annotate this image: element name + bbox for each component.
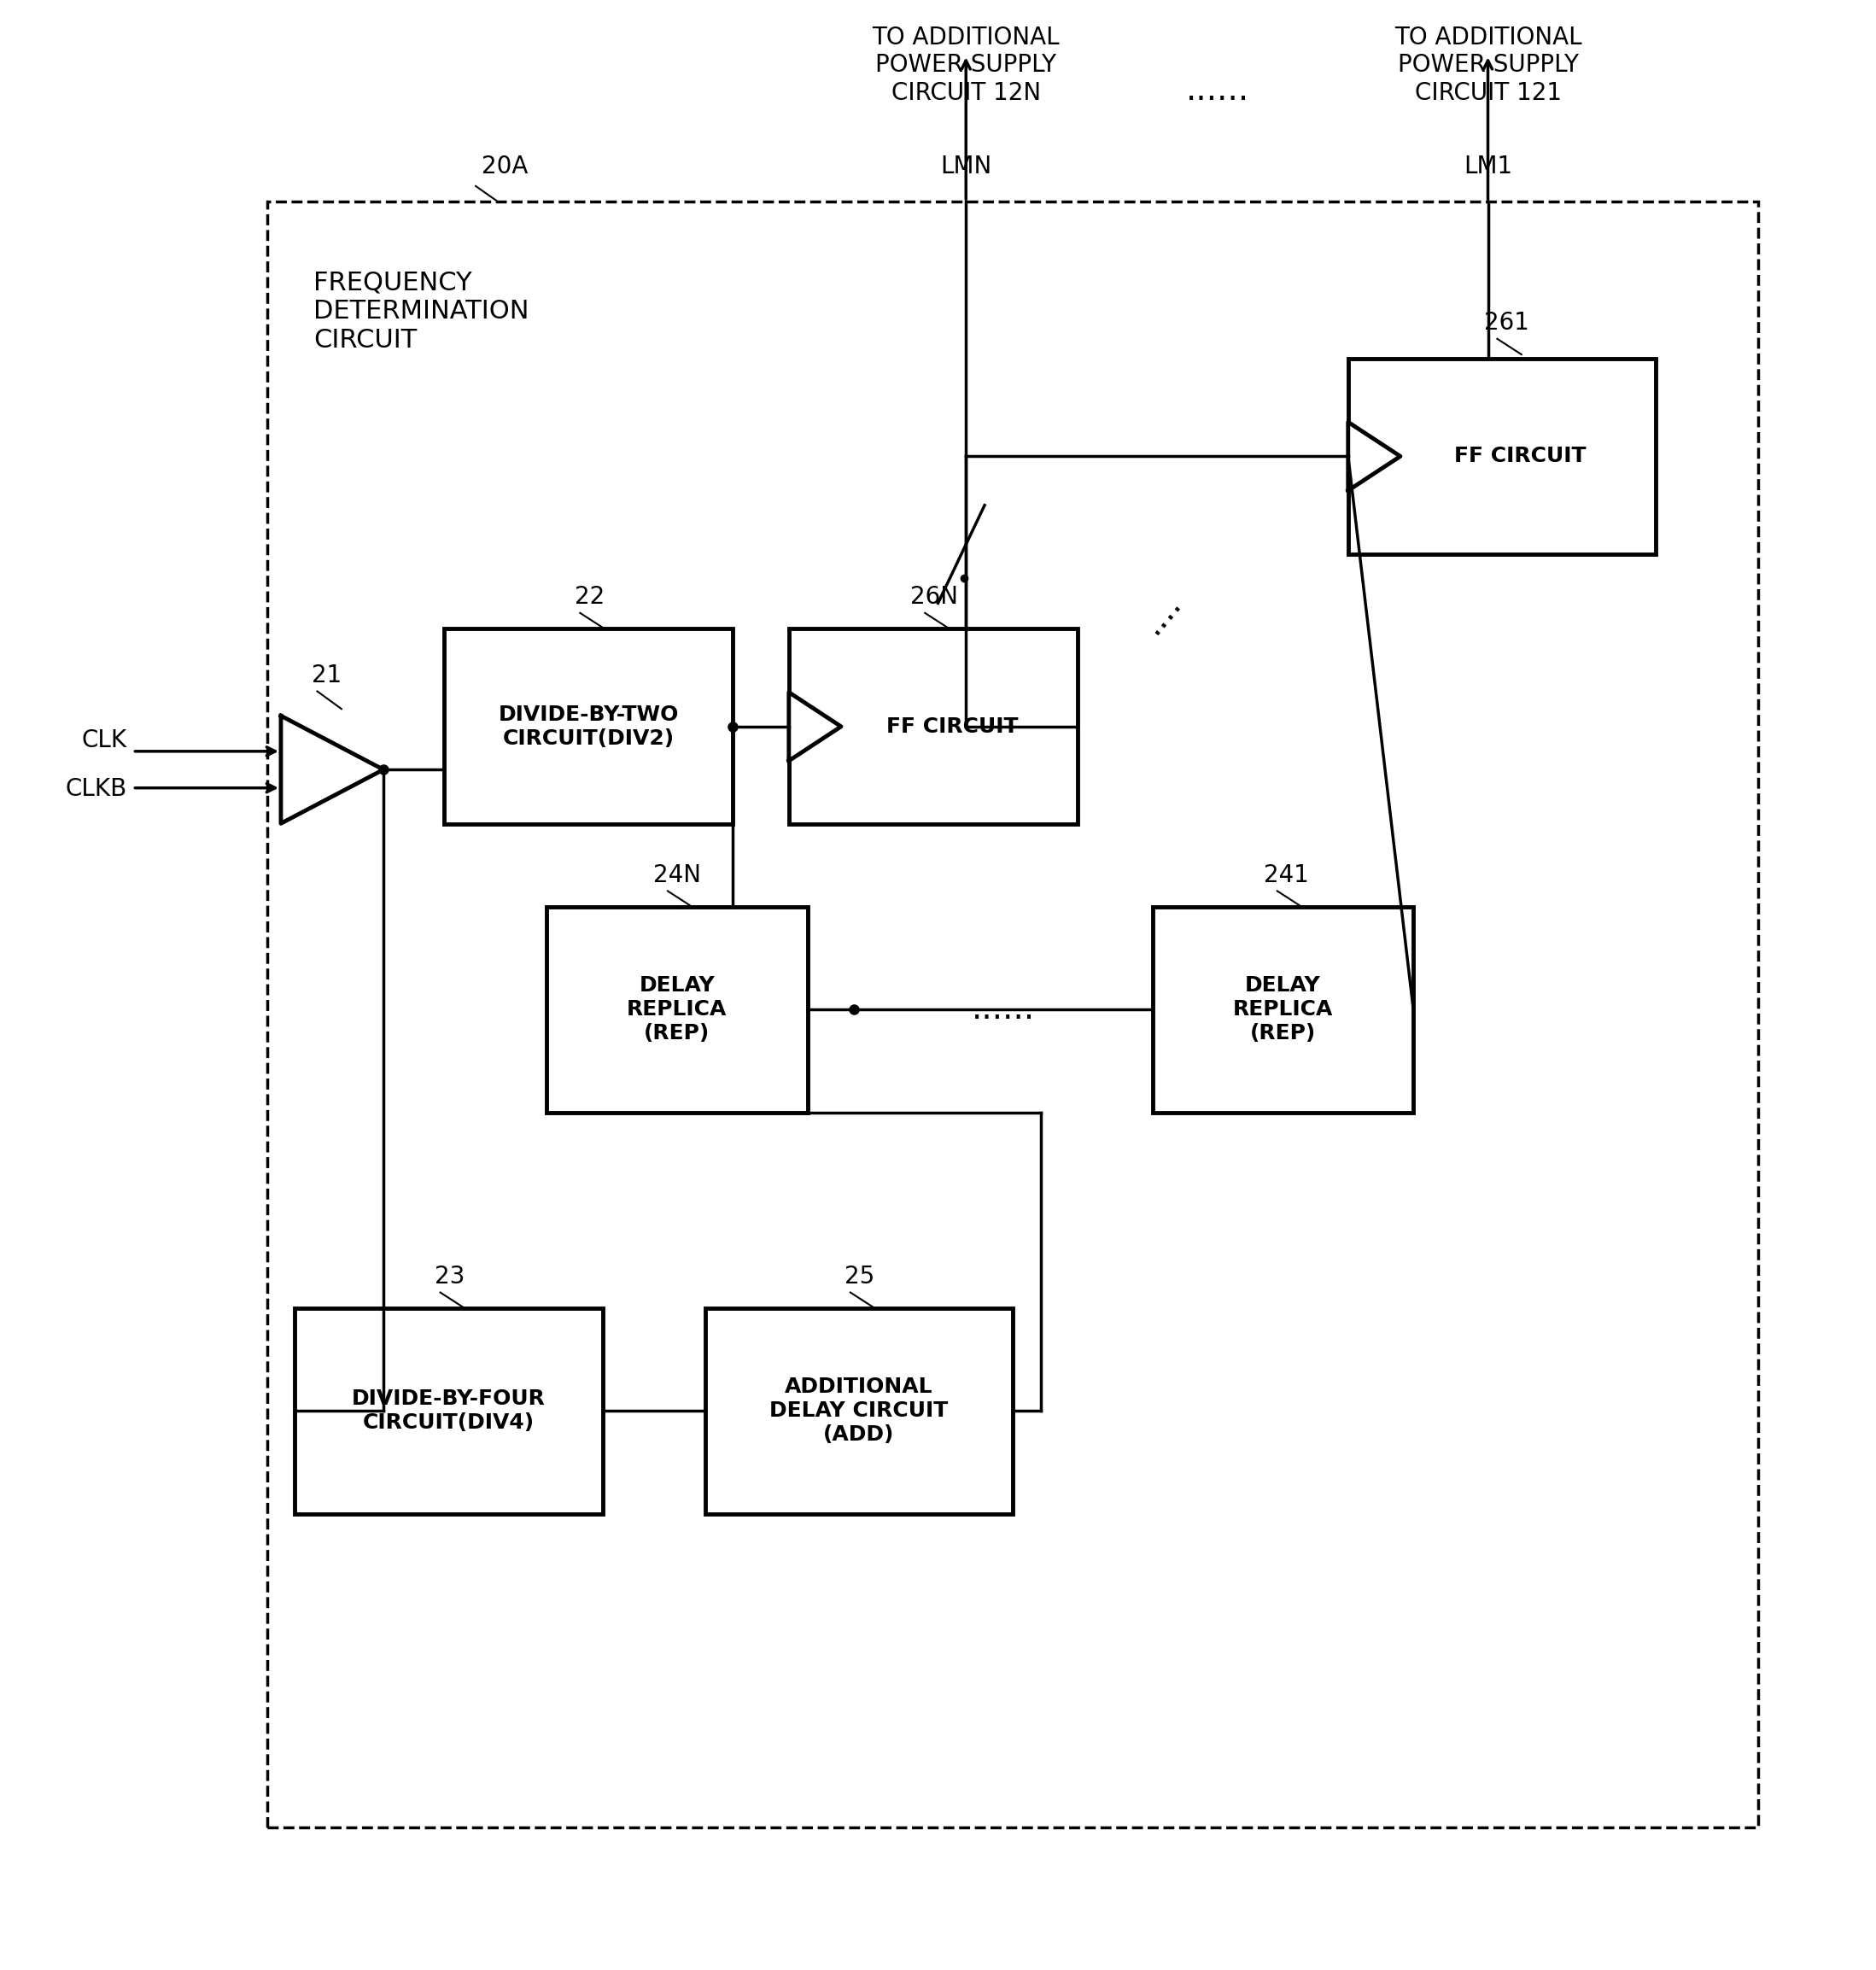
Text: 25: 25: [844, 1265, 874, 1288]
Text: DELAY
REPLICA
(REP): DELAY REPLICA (REP): [627, 975, 728, 1044]
FancyBboxPatch shape: [705, 1308, 1013, 1513]
FancyBboxPatch shape: [1152, 906, 1413, 1113]
FancyBboxPatch shape: [266, 201, 1758, 1826]
Text: ....: ....: [1135, 587, 1188, 640]
Text: ......: ......: [972, 993, 1036, 1026]
FancyBboxPatch shape: [445, 628, 734, 823]
Text: DELAY
REPLICA
(REP): DELAY REPLICA (REP): [1233, 975, 1334, 1044]
Text: 241: 241: [1264, 863, 1309, 887]
Polygon shape: [1349, 422, 1399, 491]
Polygon shape: [790, 691, 840, 760]
FancyBboxPatch shape: [790, 628, 1079, 823]
Text: TO ADDITIONAL
POWER SUPPLY
CIRCUIT 12N: TO ADDITIONAL POWER SUPPLY CIRCUIT 12N: [872, 26, 1060, 104]
FancyBboxPatch shape: [295, 1308, 602, 1513]
Text: 22: 22: [574, 585, 604, 609]
Text: 26N: 26N: [910, 585, 959, 609]
Text: 20A: 20A: [482, 154, 527, 177]
Text: DIVIDE-BY-TWO
CIRCUIT(DIV2): DIVIDE-BY-TWO CIRCUIT(DIV2): [499, 705, 679, 749]
Text: DIVIDE-BY-FOUR
CIRCUIT(DIV4): DIVIDE-BY-FOUR CIRCUIT(DIV4): [353, 1389, 546, 1432]
FancyBboxPatch shape: [546, 906, 807, 1113]
Text: TO ADDITIONAL
POWER SUPPLY
CIRCUIT 121: TO ADDITIONAL POWER SUPPLY CIRCUIT 121: [1394, 26, 1581, 104]
FancyBboxPatch shape: [1349, 359, 1657, 554]
Text: LMN: LMN: [940, 154, 992, 177]
Text: ......: ......: [1186, 75, 1249, 106]
Text: 24N: 24N: [653, 863, 702, 887]
Text: CLKB: CLKB: [66, 778, 128, 802]
Text: ADDITIONAL
DELAY CIRCUIT
(ADD): ADDITIONAL DELAY CIRCUIT (ADD): [769, 1377, 947, 1444]
Text: 23: 23: [435, 1265, 465, 1288]
Text: FREQUENCY
DETERMINATION
CIRCUIT: FREQUENCY DETERMINATION CIRCUIT: [313, 270, 529, 353]
Text: CLK: CLK: [83, 729, 128, 753]
Text: 261: 261: [1484, 311, 1529, 335]
Text: FF CIRCUIT: FF CIRCUIT: [885, 717, 1019, 737]
Text: FF CIRCUIT: FF CIRCUIT: [1454, 445, 1587, 467]
Polygon shape: [281, 715, 383, 823]
Text: LM1: LM1: [1463, 154, 1512, 177]
Text: 21: 21: [311, 664, 341, 688]
